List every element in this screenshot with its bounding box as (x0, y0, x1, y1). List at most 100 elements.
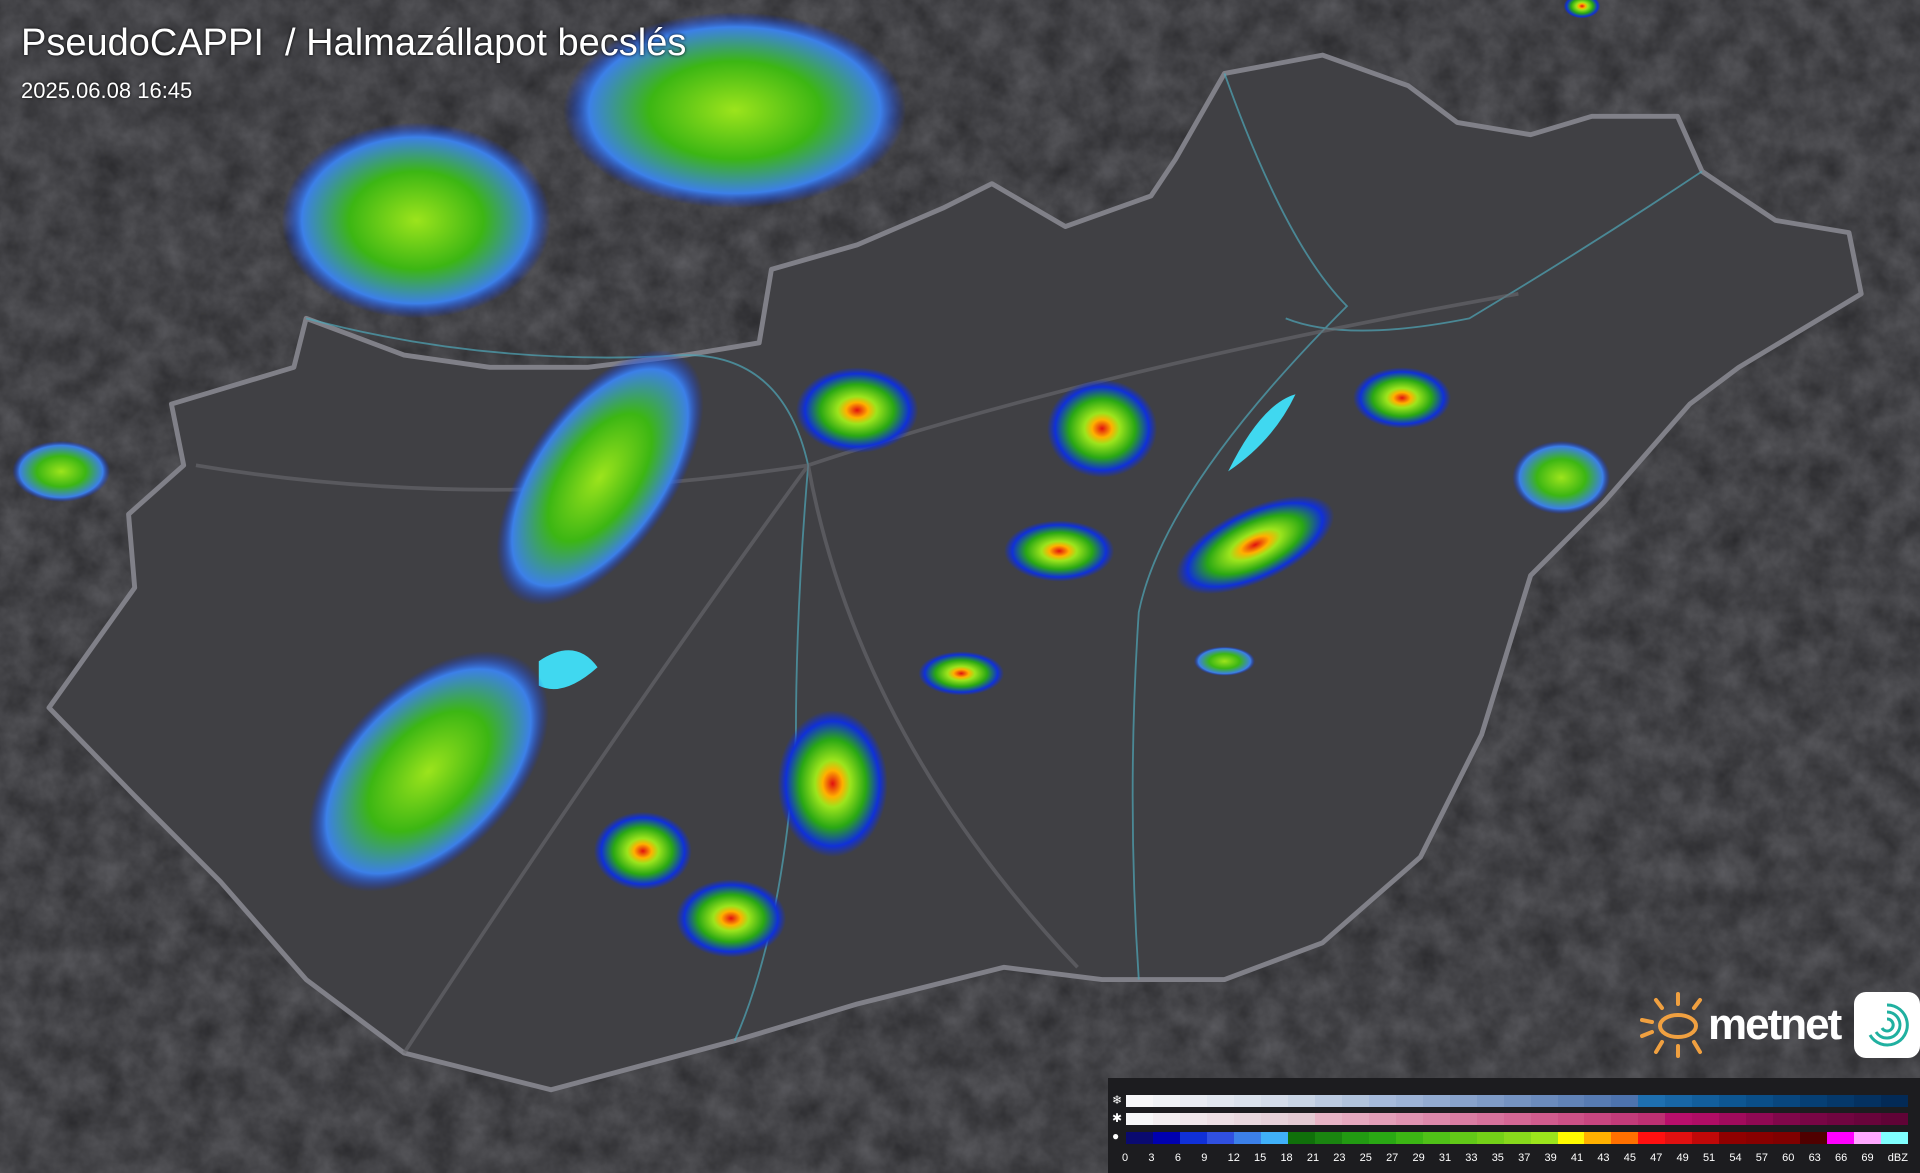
legend-swatch (1260, 1095, 1288, 1107)
legend-swatch (1692, 1095, 1720, 1107)
legend-swatch (1126, 1132, 1153, 1144)
legend-label: 39 (1544, 1152, 1557, 1164)
sleet-icon: ✱ (1112, 1111, 1123, 1125)
legend-label: 43 (1597, 1152, 1610, 1164)
legend-swatch (1638, 1132, 1666, 1144)
legend-swatch (1665, 1095, 1693, 1107)
legend-label: 54 (1729, 1152, 1742, 1164)
legend-swatch (1665, 1132, 1693, 1144)
legend-swatch (1881, 1132, 1909, 1144)
legend-label: 21 (1306, 1152, 1320, 1164)
legend-row-snow (1126, 1095, 1909, 1107)
legend-swatch (1557, 1113, 1585, 1125)
legend-swatch (1314, 1132, 1342, 1144)
legend-swatch (1611, 1113, 1639, 1125)
legend-swatch (1395, 1132, 1423, 1144)
legend-swatch (1800, 1095, 1828, 1107)
legend-swatch (1314, 1095, 1342, 1107)
legend-swatch (1449, 1132, 1477, 1144)
logo-text: metnet (1708, 1000, 1842, 1049)
legend-label: 25 (1359, 1152, 1372, 1164)
map-title: PseudoCAPPI / Halmazállapot becslés (21, 22, 687, 64)
legend-swatch (1530, 1095, 1558, 1107)
lake-balaton-east (538, 650, 598, 690)
legend-swatch (1854, 1095, 1882, 1107)
legend-label: 51 (1702, 1152, 1716, 1164)
raindrop-icon: ● (1112, 1129, 1120, 1143)
legend-label: 49 (1676, 1152, 1689, 1164)
legend-swatch (1126, 1095, 1153, 1107)
legend-swatch (1827, 1132, 1855, 1144)
legend-label: 31 (1438, 1152, 1452, 1164)
legend-swatch (1368, 1132, 1396, 1144)
legend-swatch (1584, 1132, 1612, 1144)
legend-swatch (1638, 1095, 1666, 1107)
legend-swatch (1395, 1113, 1423, 1125)
legend-swatch (1530, 1132, 1558, 1144)
legend-label: 60 (1782, 1152, 1795, 1164)
legend-label: 29 (1412, 1152, 1425, 1164)
legend-swatch (1611, 1132, 1639, 1144)
legend-swatch (1260, 1132, 1288, 1144)
legend-label: 37 (1518, 1152, 1531, 1164)
legend-swatch (1476, 1113, 1504, 1125)
legend-label: 18 (1280, 1152, 1293, 1164)
legend-label: 0 (1122, 1152, 1129, 1164)
precipitation-echoes (12, 0, 1611, 958)
legend-swatch (1800, 1132, 1828, 1144)
legend-swatch (1152, 1132, 1180, 1144)
legend-swatch (1692, 1113, 1720, 1125)
legend-swatch (1449, 1095, 1477, 1107)
legend-swatch (1233, 1113, 1261, 1125)
legend-swatch (1341, 1113, 1369, 1125)
legend-label: 12 (1227, 1152, 1240, 1164)
legend-swatch (1557, 1095, 1585, 1107)
legend-swatch (1287, 1132, 1315, 1144)
legend-swatch (1422, 1132, 1450, 1144)
lake-tisza (1228, 394, 1296, 472)
legend-swatch (1854, 1113, 1882, 1125)
dbz-legend: ❄ ✱ ● 0 3 6 9 12 15 18 21 23 25 27 29 31 33 35 37 39 41 43… (1108, 1078, 1920, 1173)
sun-logo-icon (1640, 992, 1702, 1058)
legend-swatch (1746, 1113, 1774, 1125)
legend-swatch (1503, 1095, 1531, 1107)
legend-swatch (1233, 1132, 1261, 1144)
swirl-app-icon (1854, 992, 1920, 1058)
legend-label: 35 (1491, 1152, 1504, 1164)
legend-label: 41 (1570, 1152, 1584, 1164)
legend-label: 57 (1755, 1152, 1768, 1164)
legend-swatch (1179, 1095, 1207, 1107)
legend-swatch (1638, 1113, 1666, 1125)
snowflake-icon: ❄ (1112, 1093, 1123, 1107)
legend-swatch (1314, 1113, 1342, 1125)
legend-label: 9 (1201, 1152, 1208, 1164)
legend-swatch (1611, 1095, 1639, 1107)
legend-swatch (1260, 1113, 1288, 1125)
legend-label: 27 (1386, 1152, 1399, 1164)
legend-swatch (1773, 1113, 1801, 1125)
legend-swatch (1422, 1095, 1450, 1107)
legend-swatch (1341, 1095, 1369, 1107)
legend-swatch (1530, 1113, 1558, 1125)
timestamp: 2025.06.08 16:45 (21, 78, 193, 103)
metnet-logo: metnet (1636, 990, 1920, 1060)
legend-swatch (1179, 1113, 1207, 1125)
legend-swatch (1476, 1132, 1504, 1144)
legend-unit: dBZ (1887, 1152, 1908, 1164)
legend-swatch (1557, 1132, 1585, 1144)
legend-swatch (1206, 1132, 1234, 1144)
legend-swatch (1746, 1132, 1774, 1144)
legend-swatch (1503, 1113, 1531, 1125)
legend-swatch (1206, 1113, 1234, 1125)
legend-swatch (1126, 1113, 1153, 1125)
legend-swatch (1206, 1095, 1234, 1107)
legend-label: 63 (1808, 1152, 1821, 1164)
legend-swatch (1584, 1095, 1612, 1107)
legend-swatch (1746, 1095, 1774, 1107)
legend-swatch (1773, 1132, 1801, 1144)
legend-swatch (1719, 1113, 1747, 1125)
legend-swatch (1719, 1095, 1747, 1107)
legend-label: 3 (1148, 1152, 1155, 1164)
legend-swatch (1395, 1095, 1423, 1107)
